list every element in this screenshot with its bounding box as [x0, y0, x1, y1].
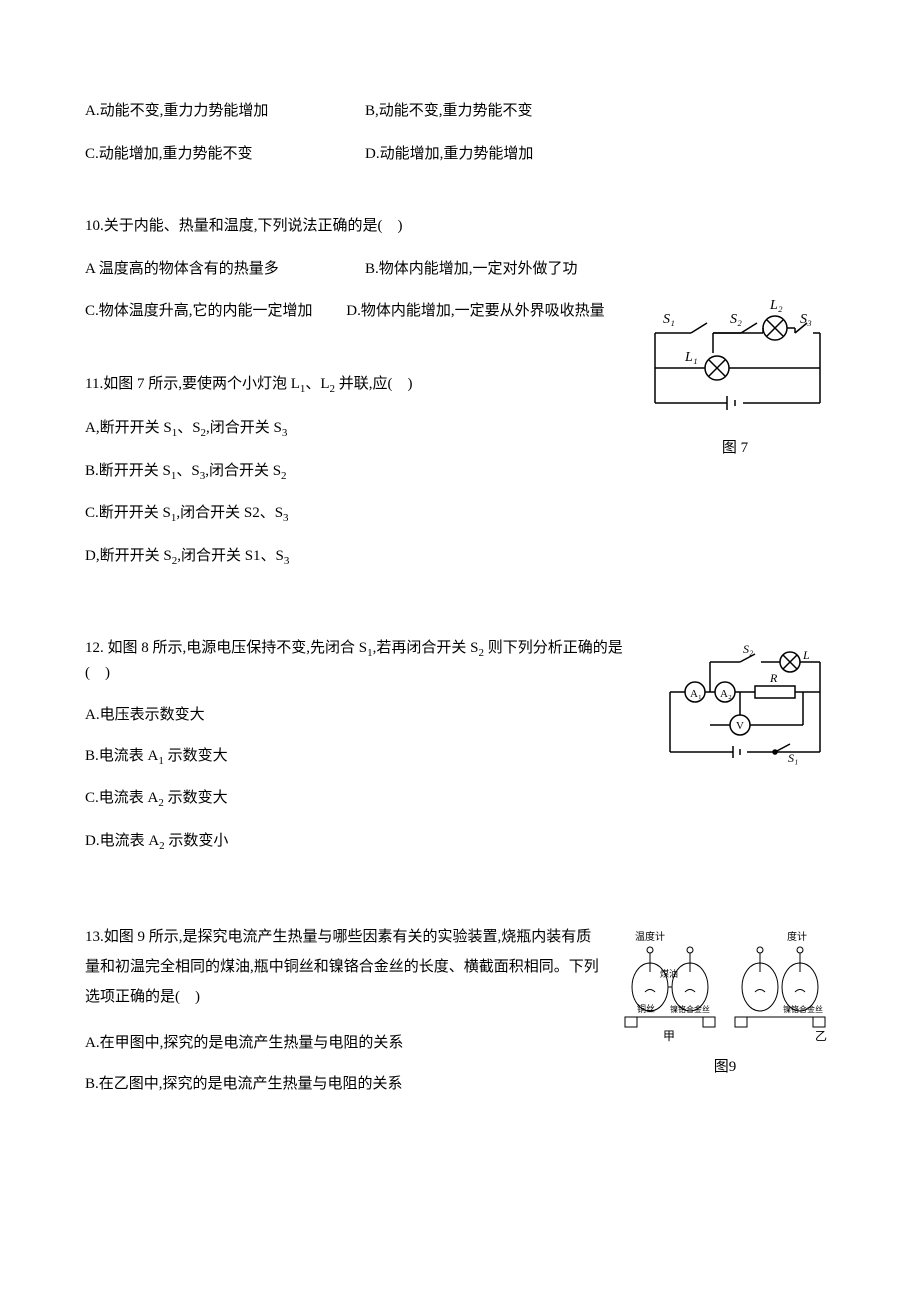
fig7-s2-label: S₂	[730, 312, 742, 327]
q9-optA: A.动能不变,重力力势能增加	[85, 100, 365, 123]
q11a-2: 、S	[177, 420, 200, 436]
q12-optD: D.电流表 A2 示数变小	[85, 830, 835, 855]
q10-optC: C.物体温度升高,它的内能一定增加	[85, 303, 313, 319]
fig9-ni1: 镍铬合金丝	[670, 1004, 710, 1014]
figure-7: S₁ S₂ S₃ L₂ L₁ 图 7	[635, 293, 835, 460]
fig7-s1-label: S₁	[663, 312, 675, 327]
q11d-2: ,闭合开关 S1、S	[177, 548, 284, 564]
q10-row1: A 温度高的物体含有的热量多 B.物体内能增加,一定对外做了功	[85, 258, 835, 281]
svg-text:A₁: A₁	[690, 688, 702, 700]
q11b-s2: 2	[281, 470, 287, 482]
q11c-1: C.断开开关 S	[85, 505, 171, 521]
q11d-1: D,断开开关 S	[85, 548, 172, 564]
q9-row1: A.动能不变,重力力势能增加 B,动能不变,重力势能不变	[85, 100, 835, 123]
fig9-jia: 甲	[663, 1029, 675, 1043]
q9-optD: D.动能增加,重力势能增加	[365, 143, 835, 166]
fig7-l1-label: L₁	[684, 350, 698, 365]
figure-7-caption: 图 7	[635, 437, 835, 460]
fig9-ni2: 镍铬合金丝	[783, 1004, 823, 1014]
q10-stem: 10.关于内能、热量和温度,下列说法正确的是( )	[85, 215, 835, 238]
figure-8: A₁ A₂ R L	[655, 637, 835, 777]
question-9-options: A.动能不变,重力力势能增加 B,动能不变,重力势能不变 C.动能增加,重力势能…	[85, 100, 835, 165]
figure-7-svg: S₁ S₂ S₃ L₂ L₁	[635, 293, 835, 433]
fig9-cu: 铜丝	[637, 1003, 655, 1014]
question-11: S₁ S₂ S₃ L₂ L₁ 图 7 11.如图 7 所示,要使两个小灯泡 L1…	[85, 373, 835, 588]
q11b-3: ,闭合开关 S	[205, 463, 281, 479]
q10-optA: A 温度高的物体含有的热量多	[85, 258, 365, 281]
svg-text:A₂: A₂	[720, 688, 732, 700]
svg-text:R: R	[769, 671, 778, 685]
q12d-1: D.电流表 A	[85, 833, 159, 849]
svg-text:V: V	[736, 720, 744, 732]
fig9-therm-l: 温度计	[635, 930, 665, 943]
figure-9: 温度计 度计 煤油 铜丝 镍铬合金丝 镍铬合金丝 甲 乙 图9	[615, 922, 835, 1079]
svg-text:L: L	[802, 648, 810, 662]
q11-optC: C.断开开关 S1,闭合开关 S2、S3	[85, 502, 835, 527]
q11-stem-a: 11.如图 7 所示,要使两个小灯泡 L	[85, 376, 300, 392]
q12-stem-b: ,若再闭合开关 S	[373, 640, 479, 656]
q12b-1: B.电流表 A	[85, 748, 158, 764]
fig7-l2-label: L₂	[769, 298, 783, 313]
q12b-2: 示数变大	[164, 748, 228, 764]
q10-optB: B.物体内能增加,一定对外做了功	[365, 258, 835, 281]
q12-stem-a: 12. 如图 8 所示,电源电压保持不变,先闭合 S	[85, 640, 367, 656]
q11b-2: 、S	[176, 463, 199, 479]
q12c-1: C.电流表 A	[85, 790, 158, 806]
svg-text:S₁: S₁	[788, 751, 798, 765]
q11-stem-c: 并联,应( )	[335, 376, 413, 392]
q11a-3: ,闭合开关 S	[206, 420, 282, 436]
fig9-yi: 乙	[815, 1029, 827, 1043]
q11c-s3: 3	[283, 512, 289, 524]
q10-optD: D.物体内能增加,一定要从外界吸收热量	[346, 303, 604, 319]
svg-text:S₂: S₂	[743, 642, 753, 656]
q11-optB: B.断开开关 S1、S3,闭合开关 S2	[85, 460, 835, 485]
fig9-oil: 煤油	[660, 968, 678, 979]
q11b-1: B.断开开关 S	[85, 463, 171, 479]
figure-9-svg: 温度计 度计 煤油 铜丝 镍铬合金丝 镍铬合金丝 甲 乙	[615, 922, 835, 1052]
q11-optD: D,断开开关 S2,闭合开关 S1、S3	[85, 545, 835, 570]
q12d-2: 示数变小	[165, 833, 229, 849]
q11a-1: A,断开开关 S	[85, 420, 172, 436]
q9-row2: C.动能增加,重力势能不变 D.动能增加,重力势能增加	[85, 143, 835, 166]
q11a-s3: 3	[282, 427, 288, 439]
q12c-2: 示数变大	[164, 790, 228, 806]
q11c-2: ,闭合开关 S2、S	[176, 505, 283, 521]
fig9-therm-r: 度计	[787, 930, 807, 943]
question-12: A₁ A₂ R L	[85, 637, 835, 872]
q12-stem: 12. 如图 8 所示,电源电压保持不变,先闭合 S1,若再闭合开关 S2 则下…	[85, 637, 645, 684]
figure-9-caption: 图9	[615, 1056, 835, 1079]
q11d-s3: 3	[284, 555, 290, 567]
q9-optC: C.动能增加,重力势能不变	[85, 143, 365, 166]
q12-optC: C.电流表 A2 示数变大	[85, 787, 835, 812]
figure-8-svg: A₁ A₂ R L	[655, 637, 835, 777]
q11-stem-b: 、L	[305, 376, 329, 392]
fig7-s3-label: S₃	[800, 312, 812, 327]
q13-stem: 13.如图 9 所示,是探究电流产生热量与哪些因素有关的实验装置,烧瓶内装有质量…	[85, 922, 605, 1012]
question-13: 温度计 度计 煤油 铜丝 镍铬合金丝 镍铬合金丝 甲 乙 图9 13.如图 9 …	[85, 922, 835, 1113]
q9-optB: B,动能不变,重力势能不变	[365, 100, 835, 123]
